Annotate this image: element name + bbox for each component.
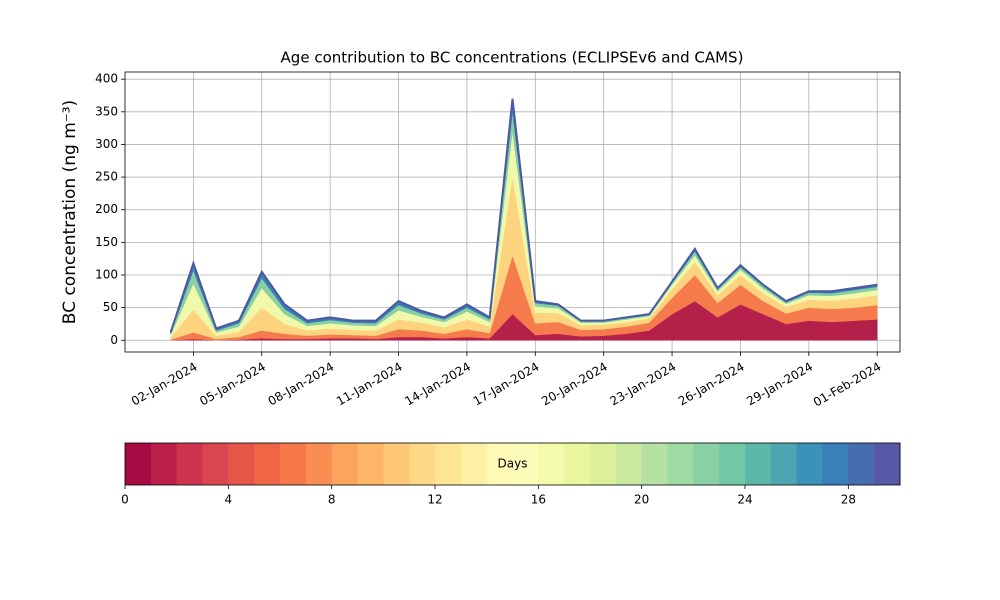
colorbar-segment: [822, 443, 849, 485]
y-tick-label: 100: [95, 267, 118, 281]
x-tick-label: 11-Jan-2024: [334, 360, 405, 409]
colorbar-segment: [745, 443, 772, 485]
y-tick-label: 150: [95, 235, 118, 249]
x-tick-label: 14-Jan-2024: [402, 360, 473, 409]
colorbar-segment: [564, 443, 591, 485]
colorbar-segment: [460, 443, 488, 485]
colorbar-segment: [280, 443, 307, 485]
colorbar-segment: [331, 443, 358, 485]
colorbar-frame: [124, 442, 901, 486]
colorbar-segment: [796, 443, 823, 485]
colorbar-segment: [202, 443, 229, 485]
colorbar-tick-label: 24: [737, 493, 752, 507]
x-tick-label: 02-Jan-2024: [129, 360, 200, 409]
colorbar-segment: [641, 443, 668, 485]
outline: [169, 98, 878, 333]
colorbar-segment: [590, 443, 617, 485]
colorbar-segment: [693, 443, 720, 485]
colorbar-segment: [667, 443, 694, 485]
colorbar-tick-label: 4: [225, 493, 233, 507]
colorbar-tick-label: 0: [121, 493, 129, 507]
x-tick-label: 29-Jan-2024: [744, 360, 815, 409]
colorbar-tick-label: 28: [841, 493, 856, 507]
colorbar-segment: [615, 443, 643, 485]
colorbar-segment: [228, 443, 255, 485]
colorbar-tick-label: 8: [328, 493, 336, 507]
x-tick-label: 20-Jan-2024: [539, 360, 610, 409]
colorbar-tick-label: 16: [531, 493, 546, 507]
colorbar-segment: [357, 443, 384, 485]
colorbar-segment: [383, 443, 410, 485]
colorbar-segment: [538, 443, 565, 485]
y-tick-label: 400: [95, 72, 118, 86]
colorbar-segment: [409, 443, 436, 485]
x-tick-label: 23-Jan-2024: [608, 360, 679, 409]
colorbar-segment: [719, 443, 746, 485]
y-tick-label: 250: [95, 170, 118, 184]
colorbar-segment: [125, 443, 152, 485]
y-tick-label: 0: [110, 333, 118, 347]
colorbar-tick-label: 20: [634, 493, 649, 507]
colorbar-label: Days: [498, 457, 528, 471]
x-tick-label: 05-Jan-2024: [197, 360, 268, 409]
y-tick-label: 200: [95, 202, 118, 216]
colorbar-segment: [435, 443, 462, 485]
x-tick-label: 08-Jan-2024: [266, 360, 337, 409]
y-axis-label: BC concentration (ng m⁻³): [60, 100, 80, 324]
chart-title: Age contribution to BC concentrations (E…: [281, 49, 744, 67]
colorbar-segment: [150, 443, 178, 485]
plot-frame: [124, 71, 901, 353]
colorbar-segment: [305, 443, 333, 485]
colorbar-segment: [770, 443, 798, 485]
x-tick-label: 17-Jan-2024: [471, 360, 542, 409]
x-tick-label: 26-Jan-2024: [676, 360, 747, 409]
y-tick-label: 300: [95, 137, 118, 151]
y-tick-label: 350: [95, 104, 118, 118]
colorbar-segment: [486, 443, 513, 485]
y-tick-label: 50: [103, 300, 118, 314]
x-tick-label: 01-Feb-2024: [811, 360, 884, 410]
colorbar-tick-label: 12: [427, 493, 442, 507]
colorbar-segment: [874, 443, 901, 485]
colorbar-segment: [254, 443, 281, 485]
colorbar-segment: [848, 443, 875, 485]
colorbar-segment: [176, 443, 203, 485]
colorbar-segment: [512, 443, 539, 485]
